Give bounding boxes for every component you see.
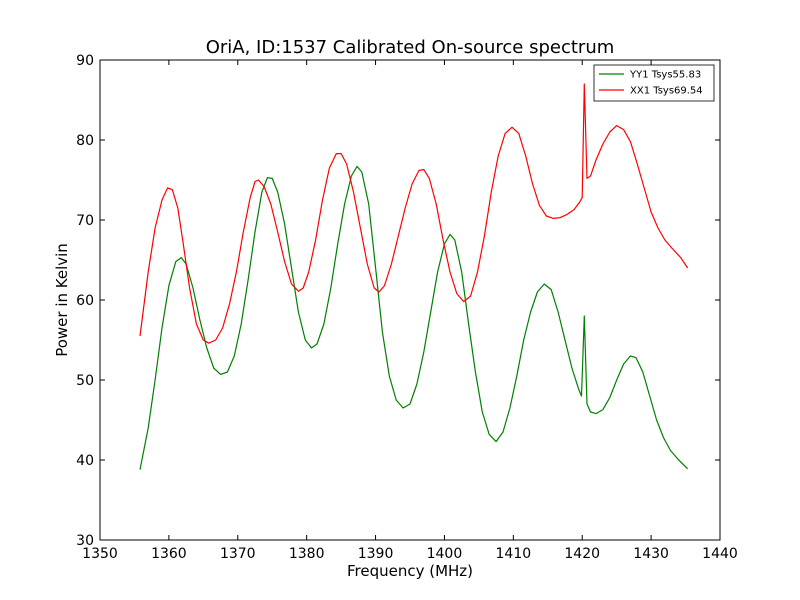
y-axis-label: Power in Kelvin	[53, 243, 71, 357]
y-tick-label-6: 90	[76, 53, 94, 69]
legend-label-1: XX1 Tsys69.54	[630, 86, 703, 97]
legend-label-0: YY1 Tsys55.83	[629, 70, 701, 81]
y-tick-label-3: 60	[76, 293, 94, 309]
y-tick-label-2: 50	[76, 373, 94, 389]
x-axis-label: Frequency (MHz)	[347, 562, 473, 580]
axes-background	[100, 60, 720, 540]
x-tick-label-2: 1370	[220, 546, 256, 562]
ticks-layer: 1350 1360 1370 1380 1390 1400 1410 1420 1430 1440…	[76, 53, 738, 562]
y-tick-label-1: 40	[76, 453, 94, 469]
series-line-0	[139, 165, 689, 470]
x-tick-label-7: 1420	[564, 546, 600, 562]
plot-area: 1350 1360 1370 1380 1390 1400 1410 1420 1430 1440…	[76, 53, 738, 562]
x-tick-label-8: 1430	[633, 546, 669, 562]
chart-title: OriA, ID:1537 Calibrated On-source spect…	[206, 37, 615, 58]
x-tick-label-5: 1400	[427, 546, 463, 562]
x-tick-label-0: 1350	[82, 546, 118, 562]
series-line-1	[139, 83, 689, 344]
x-tick-label-3: 1380	[289, 546, 325, 562]
x-tick-label-6: 1410	[496, 546, 532, 562]
series-layer	[139, 83, 689, 470]
x-tick-label-9: 1440	[702, 546, 738, 562]
y-tick-label-5: 80	[76, 133, 94, 149]
x-tick-label-1: 1360	[151, 546, 187, 562]
legend: YY1 Tsys55.83 XX1 Tsys69.54	[593, 64, 715, 102]
y-tick-label-0: 30	[76, 533, 94, 549]
y-tick-label-4: 70	[76, 213, 94, 229]
legend-box	[593, 64, 715, 102]
x-tick-label-4: 1390	[358, 546, 394, 562]
